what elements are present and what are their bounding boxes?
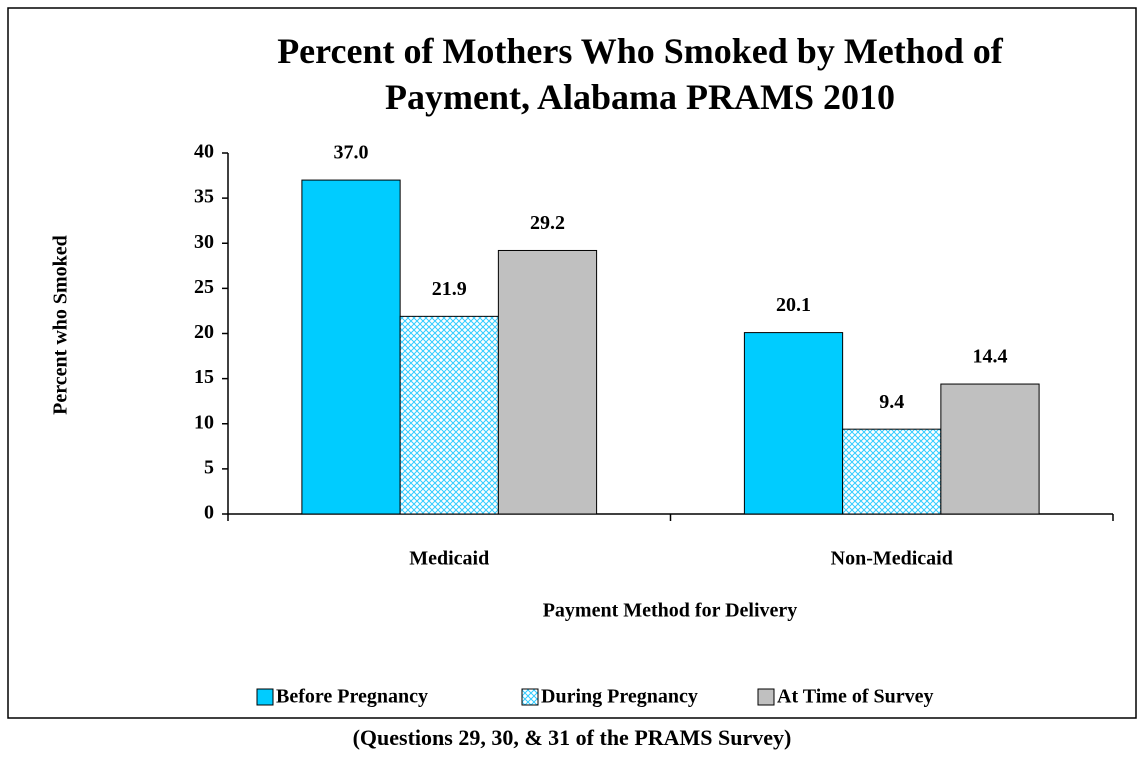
data-label: 9.4 xyxy=(879,391,904,413)
data-label: 14.4 xyxy=(972,346,1007,368)
bar xyxy=(940,383,1040,515)
caption: (Questions 29, 30, & 31 of the PRAMS Sur… xyxy=(353,725,792,750)
data-label: 20.1 xyxy=(776,294,811,316)
data-label: 37.0 xyxy=(334,142,369,164)
y-tick-label: 30 xyxy=(194,231,214,253)
data-label: 21.9 xyxy=(432,278,467,300)
chart-title: Percent of Mothers Who Smoked by Method … xyxy=(277,31,1003,117)
data-label: 29.2 xyxy=(530,212,565,234)
chart-frame xyxy=(7,7,1137,719)
y-tick-label: 15 xyxy=(194,366,214,388)
legend-label: Before Pregnancy xyxy=(276,686,428,708)
legend-swatch xyxy=(521,688,539,706)
bar xyxy=(842,428,942,515)
bar xyxy=(497,249,598,515)
legend-swatch xyxy=(757,688,775,706)
bar xyxy=(301,179,401,515)
x-tick-label: Non-Medicaid xyxy=(831,548,953,570)
y-tick-label: 40 xyxy=(194,141,214,163)
y-tick-label: 5 xyxy=(204,456,214,478)
y-tick-label: 25 xyxy=(194,276,214,298)
y-tick-label: 10 xyxy=(194,411,214,433)
bar xyxy=(399,315,499,515)
y-axis-label: Percent who Smoked xyxy=(50,235,72,415)
y-tick-label: 35 xyxy=(194,186,214,208)
x-tick-label: Medicaid xyxy=(409,548,489,570)
bar xyxy=(743,332,844,515)
legend-label: At Time of Survey xyxy=(777,686,933,708)
x-axis-label: Payment Method for Delivery xyxy=(543,600,798,622)
y-tick-label: 20 xyxy=(194,321,214,343)
legend-label: During Pregnancy xyxy=(541,686,698,708)
legend-swatch xyxy=(256,688,274,706)
y-tick-label: 0 xyxy=(204,502,214,524)
